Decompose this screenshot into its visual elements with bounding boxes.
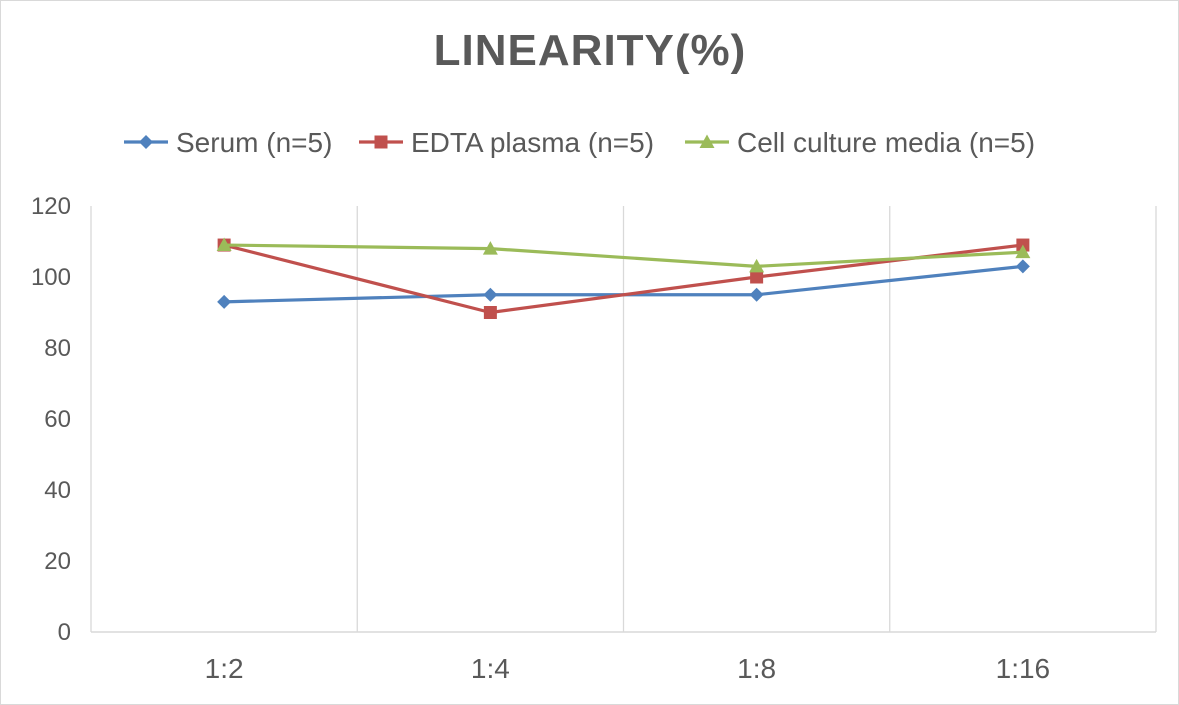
data-point (217, 294, 232, 309)
data-point (482, 241, 498, 255)
x-tick-label: 1:16 (996, 653, 1051, 684)
y-tick-label: 40 (44, 477, 71, 504)
legend: Serum (n=5) EDTA plasma (n=5) Cell culture… (124, 127, 1035, 158)
y-tick-label: 80 (44, 335, 71, 362)
y-tick-label: 100 (31, 264, 71, 291)
legend-marker (139, 135, 153, 149)
x-tick-label: 1:8 (737, 653, 776, 684)
legend-item-2: Cell culture media (n=5) (685, 127, 1035, 158)
x-tick-label: 1:4 (471, 653, 510, 684)
data-point (1015, 259, 1030, 274)
legend-label: EDTA plasma (n=5) (411, 127, 654, 158)
x-axis-ticks: 1:2 1:4 1:8 1:16 (205, 653, 1050, 684)
series-line-2 (224, 243, 1023, 268)
series-2 (216, 237, 1031, 273)
data-point (483, 306, 497, 319)
data-point (483, 287, 498, 302)
series-line-1 (223, 243, 1024, 315)
chart-title: LINEARITY(%) (434, 26, 747, 75)
y-axis-ticks: 0 20 40 60 80 100 120 (31, 193, 71, 646)
legend-item-0: Serum (n=5) (124, 127, 332, 158)
legend-marker (374, 135, 388, 149)
y-tick-label: 20 (44, 548, 71, 575)
legend-marker (699, 134, 715, 148)
grid-lines (90, 206, 1157, 633)
data-point (750, 270, 764, 284)
data-point (749, 287, 764, 302)
legend-label: Serum (n=5) (176, 127, 332, 158)
legend-label: Cell culture media (n=5) (737, 127, 1035, 158)
y-tick-label: 120 (31, 193, 71, 220)
y-tick-label: 0 (58, 619, 71, 646)
data-point (749, 258, 765, 273)
series-lines (216, 237, 1031, 319)
x-tick-label: 1:2 (205, 653, 244, 684)
data-point (216, 237, 232, 252)
legend-item-1: EDTA plasma (n=5) (359, 127, 654, 158)
y-tick-label: 60 (44, 406, 71, 433)
data-point (1015, 244, 1031, 259)
